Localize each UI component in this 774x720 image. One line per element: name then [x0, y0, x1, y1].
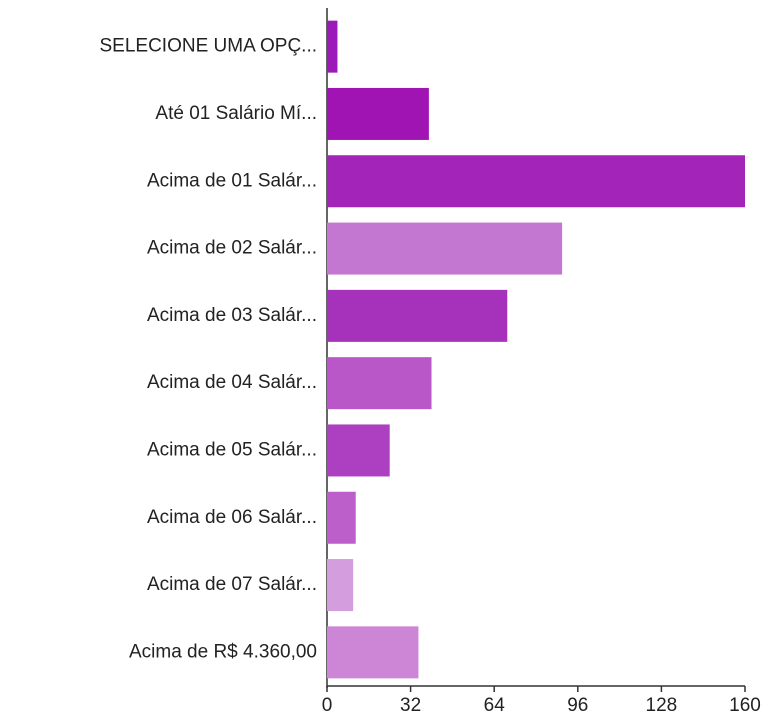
y-tick-label: Acima de 01 Salár... [147, 170, 317, 191]
bar [327, 424, 390, 477]
bar [327, 20, 338, 73]
y-tick-label: Acima de 06 Salár... [147, 507, 317, 528]
bar [327, 87, 429, 140]
x-tick-label: 32 [400, 695, 421, 716]
y-tick-label: Acima de 05 Salár... [147, 439, 317, 460]
x-tick-label: 96 [567, 695, 588, 716]
bar [327, 289, 508, 342]
bar [327, 155, 745, 208]
y-tick-label: Acima de 07 Salár... [147, 574, 317, 595]
bar [327, 491, 356, 544]
x-tick-label: 0 [322, 695, 333, 716]
bar [327, 559, 354, 612]
y-tick-label: Acima de 04 Salár... [147, 372, 317, 393]
y-tick-label: Até 01 Salário Mí... [155, 103, 317, 124]
x-tick-label: 160 [729, 695, 761, 716]
y-tick-label: Acima de 02 Salár... [147, 238, 317, 259]
bar [327, 222, 563, 275]
x-tick-label: 64 [484, 695, 506, 716]
bar [327, 357, 432, 410]
bar [327, 626, 419, 679]
x-tick-label: 128 [646, 695, 678, 716]
y-tick-label: Acima de R$ 4.360,00 [129, 641, 317, 662]
y-tick-label: Acima de 03 Salár... [147, 305, 317, 326]
y-tick-label: SELECIONE UMA OPÇ... [100, 36, 318, 57]
